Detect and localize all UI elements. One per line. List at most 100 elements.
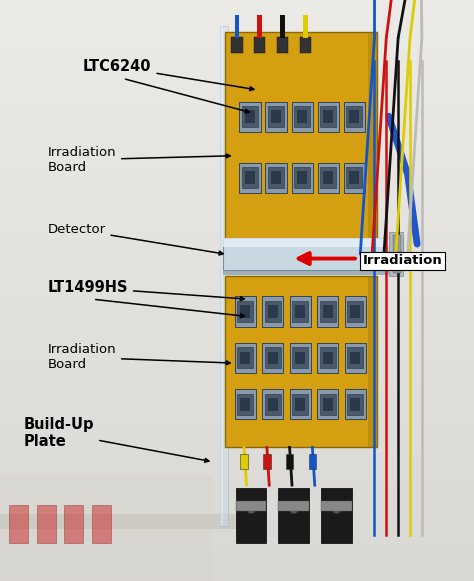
- Bar: [0, 424, 474, 430]
- Bar: [37, 505, 56, 543]
- Bar: [242, 106, 258, 127]
- Bar: [0, 93, 474, 99]
- Bar: [0, 366, 474, 372]
- Bar: [292, 394, 308, 415]
- Bar: [0, 180, 474, 186]
- Bar: [0, 261, 474, 267]
- Bar: [0, 157, 474, 163]
- Bar: [0, 29, 474, 35]
- Bar: [265, 347, 281, 368]
- Bar: [346, 106, 362, 127]
- Bar: [9, 505, 28, 543]
- Bar: [225, 276, 377, 447]
- Bar: [323, 305, 333, 318]
- Bar: [0, 418, 474, 424]
- Bar: [349, 171, 359, 184]
- Bar: [345, 389, 366, 419]
- Bar: [0, 168, 474, 174]
- Bar: [0, 465, 474, 471]
- Bar: [225, 174, 377, 185]
- Bar: [350, 305, 360, 318]
- Bar: [0, 360, 474, 366]
- Bar: [0, 494, 474, 500]
- Bar: [225, 76, 377, 87]
- Bar: [240, 398, 250, 411]
- Bar: [0, 535, 474, 540]
- Bar: [225, 185, 377, 195]
- Bar: [277, 37, 288, 53]
- Bar: [0, 122, 474, 128]
- Bar: [225, 228, 377, 239]
- Bar: [0, 407, 474, 413]
- Bar: [268, 167, 284, 188]
- Bar: [0, 64, 474, 70]
- Bar: [265, 163, 287, 193]
- Bar: [225, 206, 377, 217]
- Bar: [0, 209, 474, 215]
- Bar: [263, 454, 271, 469]
- Bar: [236, 488, 266, 543]
- Bar: [318, 163, 339, 193]
- Bar: [223, 243, 403, 275]
- Text: LT1499HS: LT1499HS: [47, 280, 245, 300]
- Bar: [323, 171, 333, 184]
- Bar: [297, 171, 307, 184]
- Bar: [240, 305, 250, 318]
- Bar: [262, 296, 283, 327]
- Bar: [0, 70, 474, 76]
- Bar: [347, 347, 363, 368]
- Bar: [278, 501, 309, 511]
- Bar: [0, 389, 474, 395]
- Bar: [0, 471, 474, 476]
- Bar: [0, 244, 474, 250]
- Bar: [294, 106, 310, 127]
- Bar: [225, 32, 377, 43]
- Bar: [0, 401, 474, 407]
- Bar: [0, 35, 474, 41]
- Bar: [0, 337, 474, 343]
- Ellipse shape: [332, 507, 341, 514]
- Bar: [235, 389, 256, 419]
- Bar: [0, 192, 474, 198]
- Bar: [0, 110, 474, 116]
- Bar: [0, 564, 474, 569]
- Bar: [347, 394, 363, 415]
- Bar: [225, 152, 377, 163]
- Bar: [0, 558, 474, 564]
- Text: Build-Up
Plate: Build-Up Plate: [24, 417, 209, 462]
- Bar: [0, 227, 474, 232]
- Bar: [223, 238, 403, 270]
- Text: Irradiation: Irradiation: [363, 254, 442, 267]
- Bar: [320, 167, 336, 188]
- Bar: [223, 238, 403, 247]
- Bar: [321, 488, 352, 543]
- Bar: [0, 575, 474, 581]
- Bar: [0, 285, 474, 290]
- Bar: [0, 349, 474, 354]
- Bar: [320, 347, 336, 368]
- Bar: [294, 167, 310, 188]
- Bar: [0, 267, 474, 273]
- Bar: [0, 52, 474, 58]
- Bar: [0, 12, 474, 17]
- Bar: [220, 26, 228, 526]
- Bar: [0, 500, 474, 505]
- Text: LTC6240: LTC6240: [83, 59, 254, 91]
- Bar: [0, 395, 474, 401]
- Bar: [265, 102, 287, 132]
- Bar: [225, 130, 377, 141]
- Bar: [0, 517, 474, 523]
- Bar: [0, 76, 474, 81]
- Bar: [0, 308, 474, 314]
- Bar: [0, 41, 474, 46]
- Bar: [242, 167, 258, 188]
- Bar: [225, 239, 377, 250]
- Bar: [0, 163, 474, 168]
- Bar: [0, 145, 474, 151]
- Bar: [290, 296, 311, 327]
- Bar: [0, 476, 213, 581]
- Bar: [0, 354, 474, 360]
- Bar: [280, 15, 285, 38]
- Bar: [225, 119, 377, 130]
- Bar: [0, 320, 474, 325]
